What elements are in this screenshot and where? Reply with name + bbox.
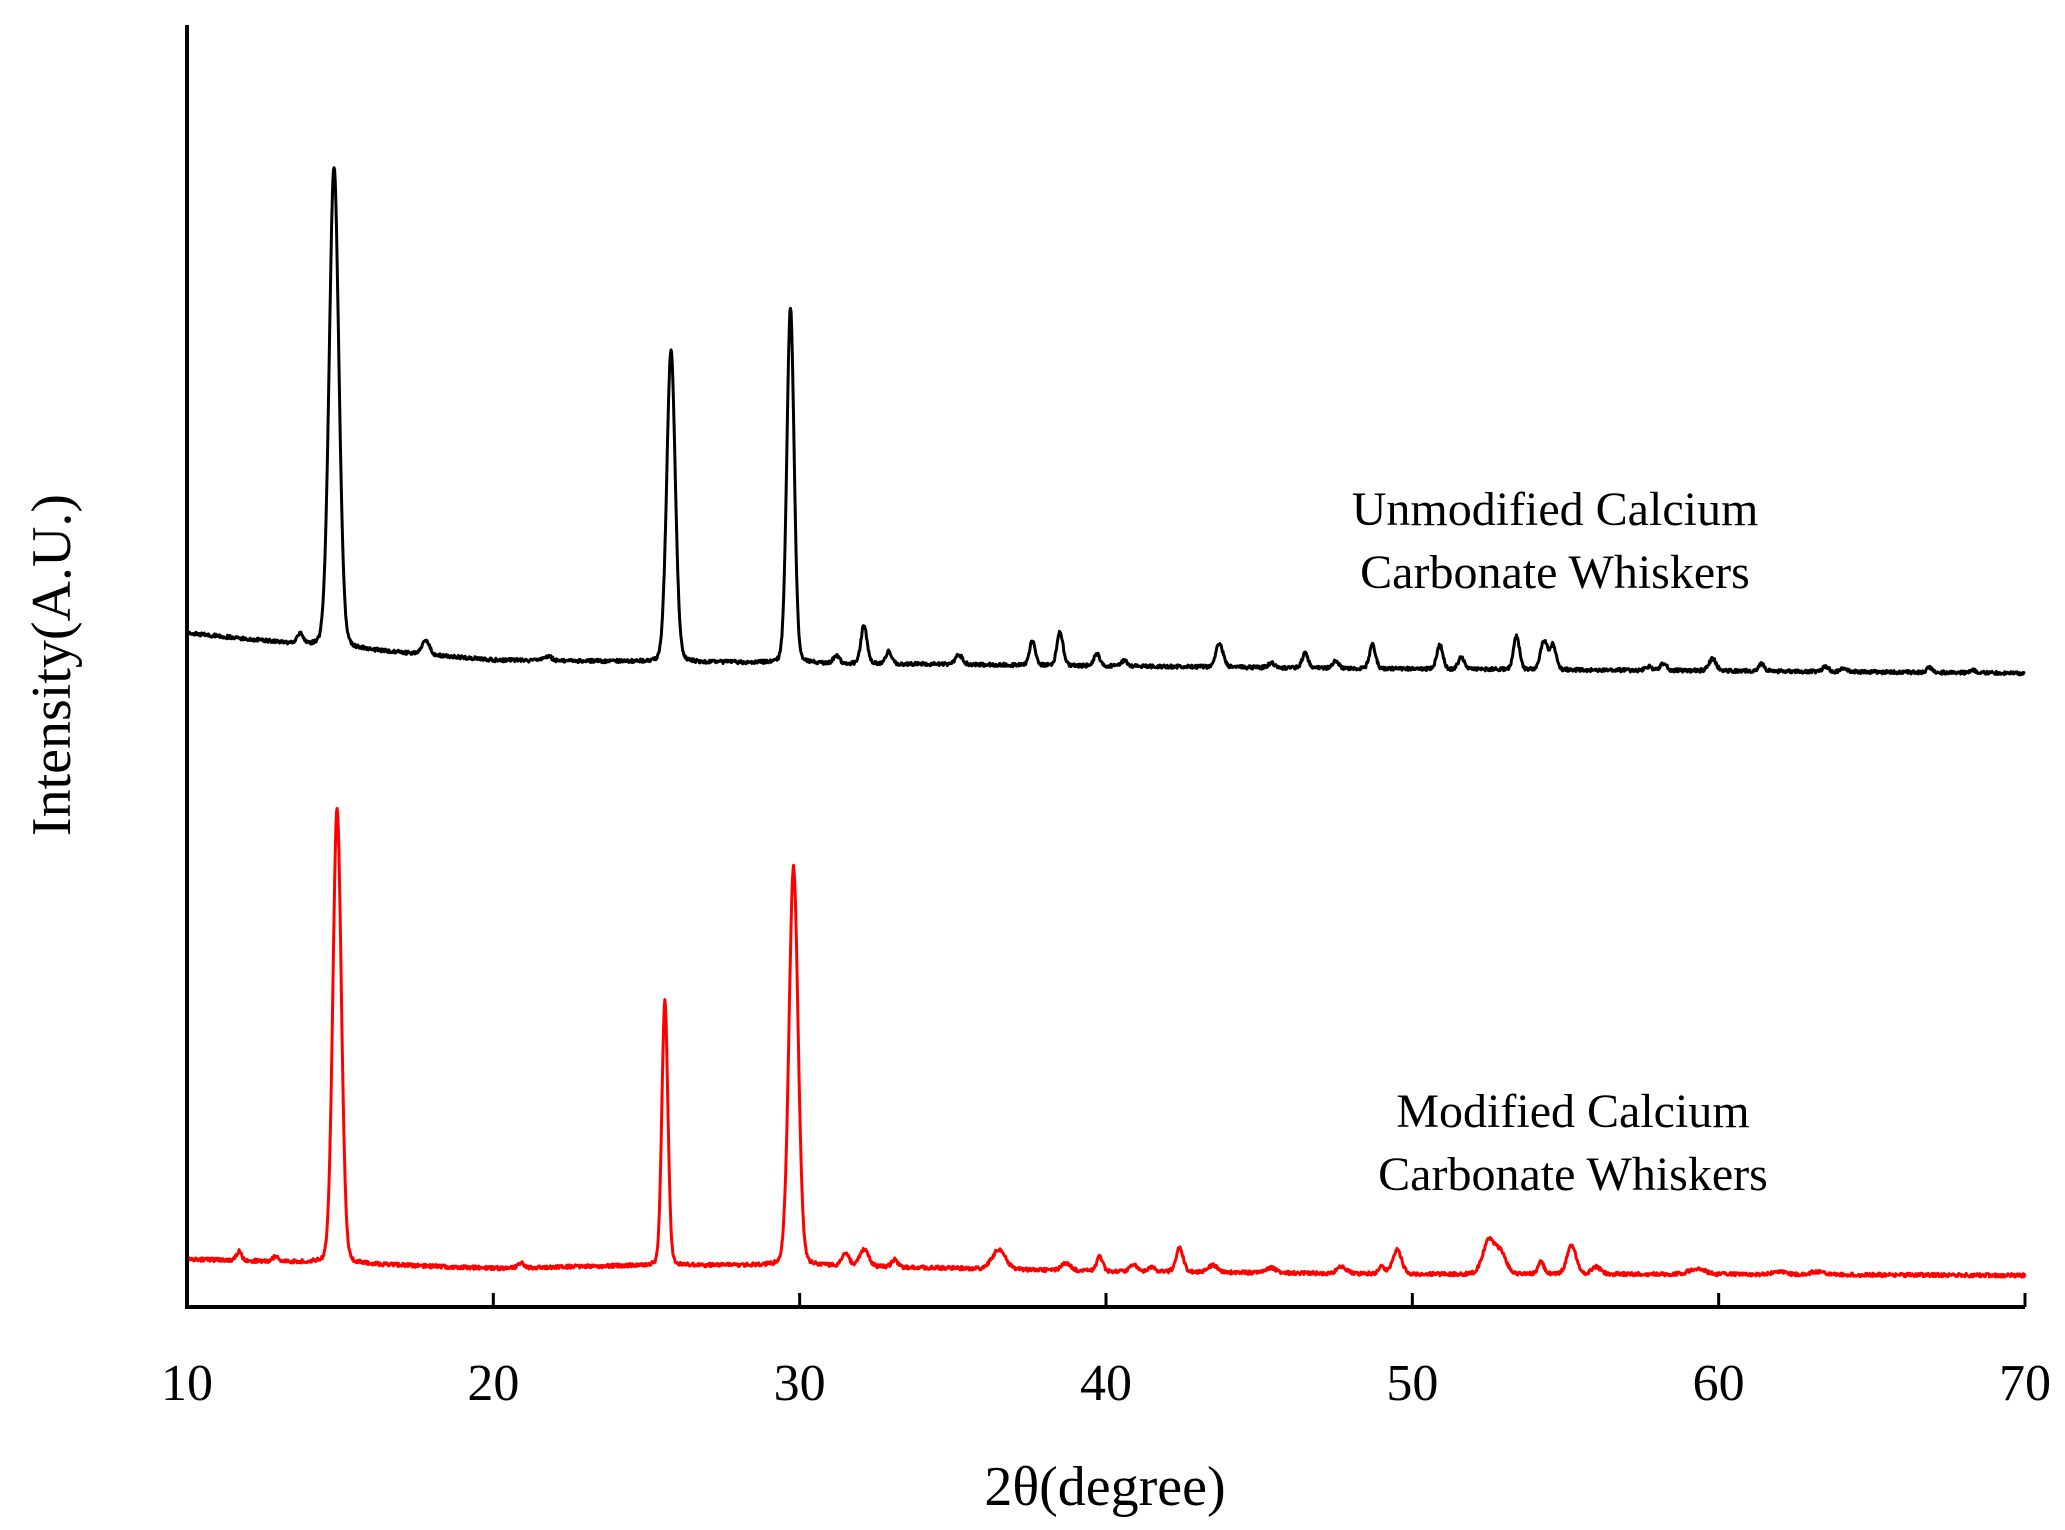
x-tick-label: 10 (161, 1355, 213, 1412)
x-axis-title: 2θ(degree) (984, 1456, 1225, 1518)
x-tick-label: 70 (1999, 1355, 2051, 1412)
plot-series-group (185, 166, 2027, 1279)
x-tick-label: 60 (1693, 1355, 1745, 1412)
y-axis-title: Intensity(A.U.) (21, 494, 83, 836)
x-tick-label: 50 (1386, 1355, 1438, 1412)
annotation-unmodified-line-1: Unmodified Calcium (1352, 483, 1759, 536)
annotation-modified-line-1: Modified Calcium (1396, 1085, 1749, 1138)
series-line-unmodified (185, 166, 2026, 677)
x-tick-label: 40 (1080, 1355, 1132, 1412)
x-tick-label: 30 (774, 1355, 826, 1412)
annotation-unmodified-line-2: Carbonate Whiskers (1360, 546, 1750, 599)
series-line-modified (185, 806, 2027, 1279)
annotation-modified-line-2: Carbonate Whiskers (1378, 1148, 1768, 1201)
x-tick-label: 20 (467, 1355, 519, 1412)
x-ticks-group: 10 20 30 40 50 60 70 (161, 1293, 2051, 1412)
